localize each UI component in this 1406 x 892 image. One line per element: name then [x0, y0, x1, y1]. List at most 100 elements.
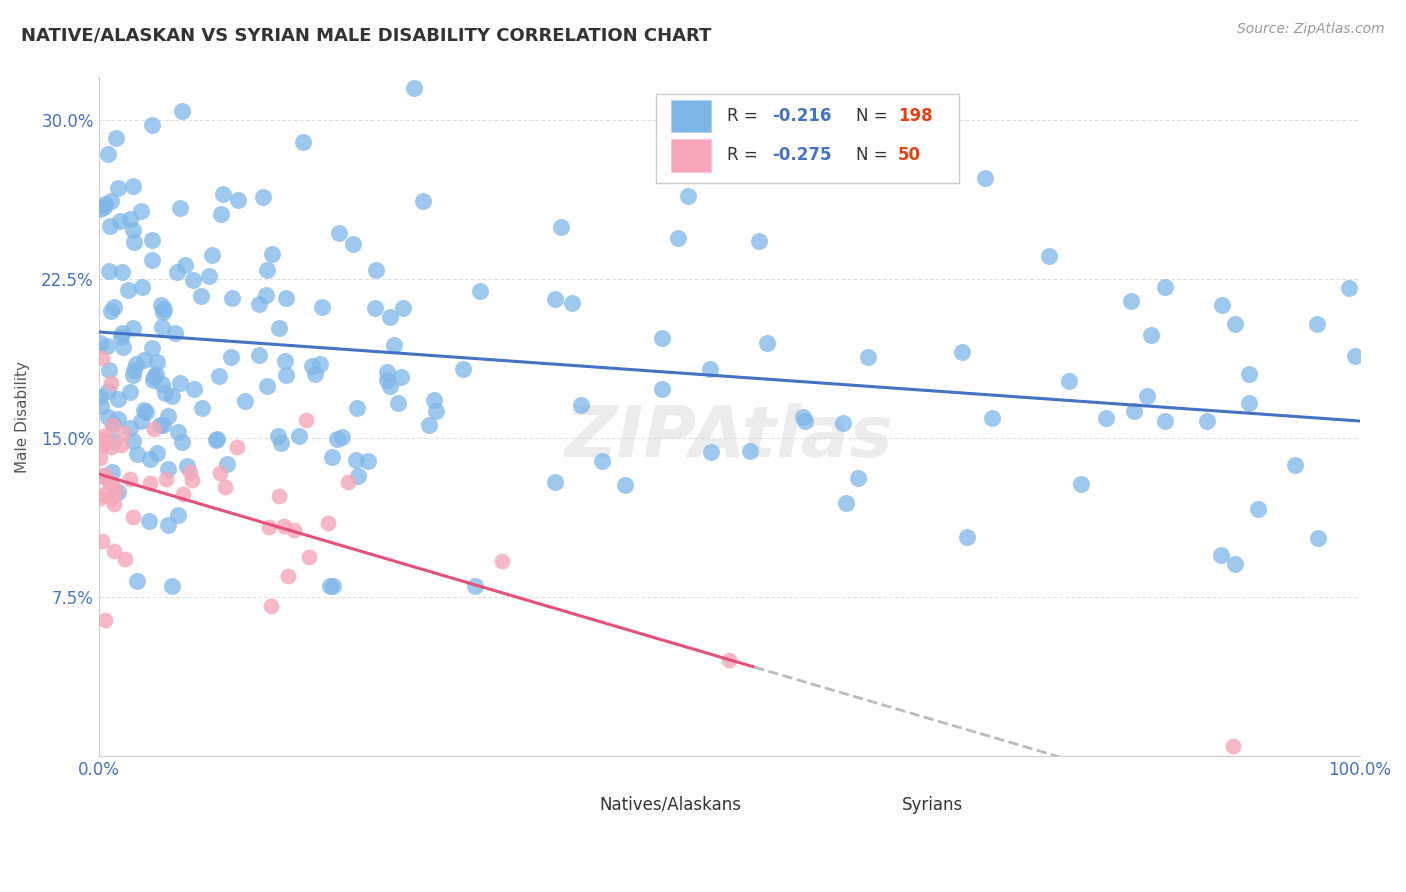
Point: [117, 283, 139, 297]
Point: [550, 220, 572, 235]
Point: [342, 237, 364, 252]
Point: [139, 475, 162, 490]
Point: [392, 301, 415, 315]
Point: [172, 486, 194, 500]
Text: R =: R =: [727, 107, 762, 125]
Point: [98, 219, 121, 234]
Point: [172, 104, 194, 119]
Point: [94, 196, 117, 211]
Point: [571, 399, 593, 413]
Point: [718, 653, 741, 667]
Point: [169, 202, 191, 216]
Text: N =: N =: [856, 146, 893, 164]
Point: [1209, 548, 1232, 562]
Point: [375, 365, 398, 379]
Point: [1223, 317, 1246, 331]
Point: [267, 321, 290, 335]
Point: [155, 472, 177, 486]
Point: [122, 363, 145, 377]
Point: [1154, 414, 1177, 428]
Point: [699, 362, 721, 376]
Point: [93, 437, 115, 451]
Point: [377, 372, 399, 386]
Point: [666, 231, 689, 245]
Point: [209, 207, 232, 221]
Point: [700, 444, 723, 458]
Point: [1237, 368, 1260, 382]
Point: [135, 405, 157, 419]
Point: [309, 357, 332, 371]
Point: [179, 466, 201, 480]
Point: [183, 382, 205, 396]
Point: [89, 491, 111, 505]
Point: [321, 450, 343, 465]
Point: [274, 353, 297, 368]
Point: [322, 579, 344, 593]
Point: [104, 484, 127, 499]
Point: [347, 468, 370, 483]
Point: [782, 161, 804, 175]
Text: 198: 198: [898, 107, 932, 125]
Point: [468, 284, 491, 298]
Point: [131, 280, 153, 294]
Point: [1284, 458, 1306, 473]
Point: [380, 379, 402, 393]
Point: [1094, 410, 1116, 425]
Point: [166, 425, 188, 439]
Point: [145, 367, 167, 381]
Point: [97, 384, 120, 399]
Point: [111, 326, 134, 341]
Text: -0.216: -0.216: [772, 107, 831, 125]
Point: [561, 295, 583, 310]
Point: [273, 519, 295, 533]
Point: [304, 367, 326, 381]
Text: -0.275: -0.275: [772, 146, 831, 164]
Point: [792, 409, 814, 424]
Point: [98, 264, 121, 278]
Point: [260, 599, 283, 614]
Point: [141, 341, 163, 355]
Point: [311, 300, 333, 314]
Point: [591, 453, 613, 467]
Point: [1123, 403, 1146, 417]
Point: [256, 262, 278, 277]
Point: [89, 336, 111, 351]
Point: [94, 433, 117, 447]
Point: [191, 401, 214, 416]
Point: [835, 495, 858, 509]
Text: R =: R =: [727, 146, 762, 164]
Text: Source: ZipAtlas.com: Source: ZipAtlas.com: [1237, 22, 1385, 37]
Point: [121, 368, 143, 382]
Bar: [830, 788, 887, 822]
Point: [162, 579, 184, 593]
Point: [1222, 739, 1244, 753]
Point: [125, 357, 148, 371]
Point: [89, 202, 111, 216]
Point: [205, 433, 228, 447]
Point: [150, 320, 173, 334]
Point: [107, 411, 129, 425]
Point: [208, 467, 231, 481]
Text: ZIPAtlas: ZIPAtlas: [565, 402, 893, 472]
Point: [262, 246, 284, 260]
Point: [326, 432, 349, 446]
Point: [256, 379, 278, 393]
Point: [100, 194, 122, 208]
Point: [1197, 414, 1219, 428]
Point: [212, 187, 235, 202]
Point: [205, 433, 228, 447]
Point: [277, 569, 299, 583]
Point: [121, 179, 143, 194]
Point: [139, 452, 162, 467]
Point: [150, 377, 173, 392]
Point: [215, 458, 238, 472]
Text: Syrians: Syrians: [901, 796, 963, 814]
Point: [100, 465, 122, 479]
Point: [89, 450, 111, 465]
Point: [756, 335, 779, 350]
Point: [364, 301, 387, 315]
Point: [190, 289, 212, 303]
Point: [832, 416, 855, 430]
Bar: [527, 788, 583, 822]
Point: [153, 386, 176, 401]
